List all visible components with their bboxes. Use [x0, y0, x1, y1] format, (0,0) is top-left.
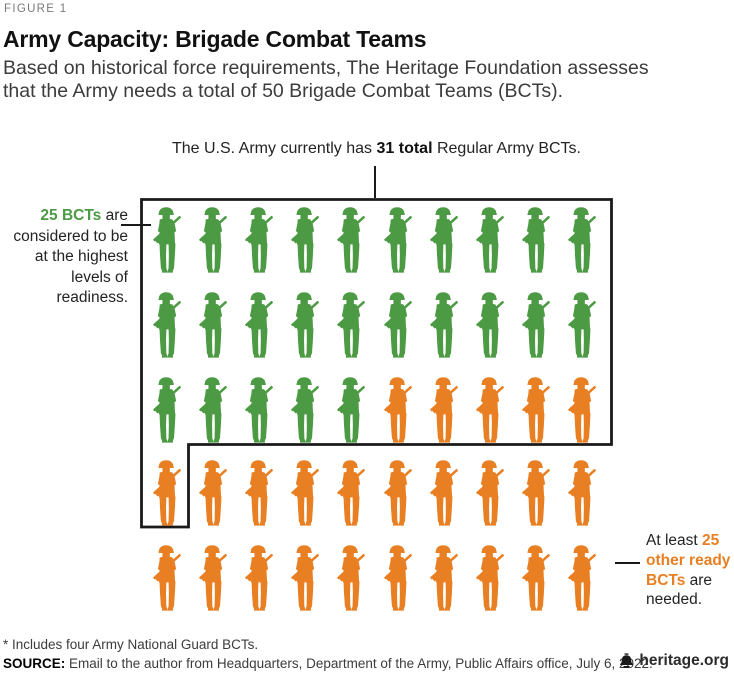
soldier-figure — [518, 374, 555, 444]
soldier-figure — [149, 457, 186, 527]
soldier-figure — [149, 542, 186, 612]
soldier-figure — [564, 542, 601, 612]
soldier-figure — [149, 289, 186, 359]
soldier-figure — [564, 289, 601, 359]
soldier-figure — [333, 374, 370, 444]
soldier-figure — [195, 374, 232, 444]
right-annotation-suffix: are needed. — [646, 571, 713, 609]
soldier-figure — [472, 457, 509, 527]
figure-subtitle: Based on historical force requirements, … — [3, 57, 649, 102]
soldier-figure — [472, 289, 509, 359]
top-annotation-suffix: Regular Army BCTs. — [432, 140, 581, 157]
top-annotation-prefix: The U.S. Army currently has — [171, 140, 377, 157]
figure-label: FIGURE 1 — [4, 3, 68, 15]
footnote: * Includes four Army National Guard BCTs… — [3, 637, 259, 652]
soldier-figure — [564, 204, 601, 274]
top-annotation-bold: 31 total — [376, 140, 433, 157]
soldier-figure — [564, 374, 601, 444]
soldier-figure — [195, 457, 232, 527]
soldier-figure — [426, 457, 463, 527]
soldier-figure — [426, 374, 463, 444]
source-label: SOURCE: — [3, 656, 66, 671]
soldier-figure — [333, 289, 370, 359]
left-annotation-bold: 25 BCTs — [40, 207, 102, 224]
soldier-figure — [518, 542, 555, 612]
soldier-figure — [195, 204, 232, 274]
soldier-figure — [241, 457, 278, 527]
top-annotation: The U.S. Army currently has 31 total Reg… — [140, 140, 613, 158]
soldier-figure — [195, 289, 232, 359]
soldier-figure — [241, 289, 278, 359]
right-annotation: At least 25 other ready BCTs are needed. — [646, 531, 734, 610]
soldier-figure — [287, 289, 324, 359]
soldier-figure — [241, 542, 278, 612]
left-annotation-rest: are considered to be at the highest leve… — [13, 207, 128, 307]
brand-link[interactable]: heritage.org — [619, 652, 729, 670]
soldier-figure — [518, 289, 555, 359]
soldier-figure — [472, 374, 509, 444]
right-annotation-prefix: At least — [646, 532, 702, 549]
page-title: Army Capacity: Brigade Combat Teams — [3, 26, 427, 52]
soldier-figure — [518, 204, 555, 274]
soldier-figure — [518, 457, 555, 527]
soldier-figure — [195, 542, 232, 612]
soldier-figure — [380, 204, 417, 274]
soldier-figure — [472, 204, 509, 274]
left-annotation: 25 BCTs are considered to be at the high… — [4, 206, 128, 309]
liberty-bell-icon — [619, 653, 634, 669]
soldier-figure — [564, 457, 601, 527]
soldier-figure — [380, 289, 417, 359]
soldier-figure — [241, 374, 278, 444]
soldier-figure — [287, 374, 324, 444]
soldier-figure — [149, 374, 186, 444]
soldier-figure — [287, 457, 324, 527]
soldier-figure — [426, 289, 463, 359]
source-text: Email to the author from Headquarters, D… — [65, 656, 653, 671]
soldier-figure — [426, 204, 463, 274]
soldier-figure — [287, 204, 324, 274]
soldier-figure — [380, 457, 417, 527]
soldier-figure — [380, 374, 417, 444]
brand-text: heritage.org — [639, 652, 729, 669]
right-annotation-bold: 25 other ready BCTs — [646, 532, 731, 589]
soldier-figure — [380, 542, 417, 612]
soldier-figure — [333, 457, 370, 527]
soldier-figure — [472, 542, 509, 612]
soldier-figure — [287, 542, 324, 612]
soldier-figure — [241, 204, 278, 274]
source-line: SOURCE: Email to the author from Headqua… — [3, 656, 653, 671]
soldier-figure — [333, 542, 370, 612]
soldier-figure — [426, 542, 463, 612]
soldier-figure — [333, 204, 370, 274]
soldier-figure — [149, 204, 186, 274]
